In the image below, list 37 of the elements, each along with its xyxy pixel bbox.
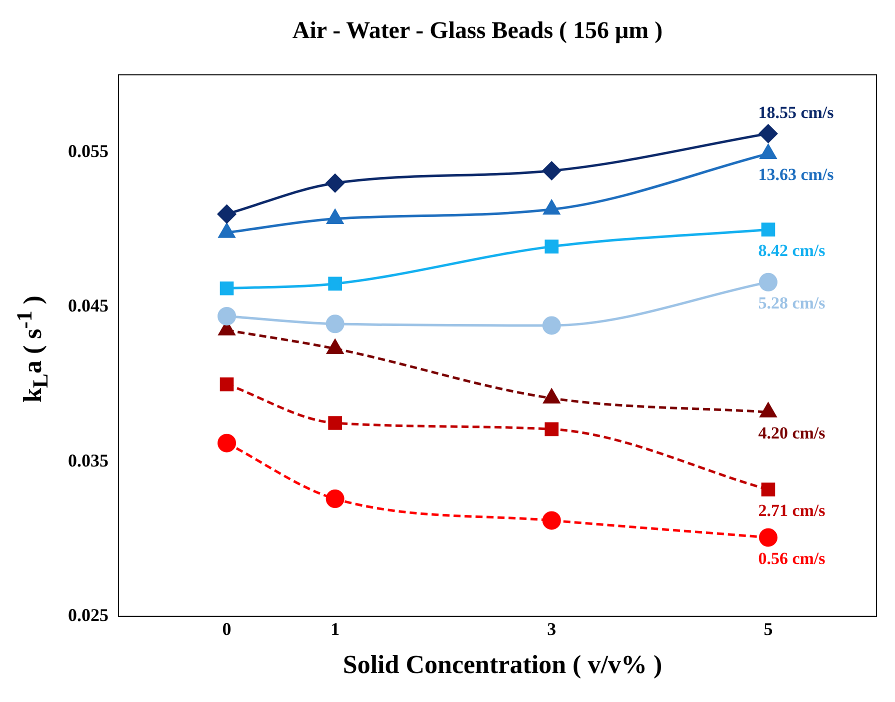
series-label: 2.71 cm/s xyxy=(758,500,826,520)
point xyxy=(544,240,559,254)
point xyxy=(326,490,344,508)
series-label: 8.42 cm/s xyxy=(758,240,826,260)
series-label: 18.55 cm/s xyxy=(758,102,834,122)
point xyxy=(542,511,561,530)
series-label: 4.20 cm/s xyxy=(758,424,826,443)
point xyxy=(758,272,778,292)
point xyxy=(220,281,234,296)
series-label: 0.56 cm/s xyxy=(758,548,826,568)
y-tick-label: 0.035 xyxy=(68,450,108,470)
chart-title: Air - Water - Glass Beads ( 156 μm ) xyxy=(291,17,664,46)
x-tick-label: 5 xyxy=(764,618,773,639)
point xyxy=(328,416,342,430)
point xyxy=(220,377,234,392)
x-tick-label: 0 xyxy=(222,618,232,639)
y-tick-label: 0.045 xyxy=(68,296,108,316)
point xyxy=(761,482,776,496)
point xyxy=(218,204,236,224)
point xyxy=(326,314,344,334)
point xyxy=(761,222,776,236)
series-label: 13.63 cm/s xyxy=(758,165,834,184)
series-label: 5.28 cm/s xyxy=(758,294,826,313)
x-tick-label: 1 xyxy=(330,618,340,639)
y-tick-label: 0.055 xyxy=(68,140,108,161)
point xyxy=(542,316,561,335)
point xyxy=(328,276,342,291)
point xyxy=(542,161,561,180)
y-tick-label: 0.025 xyxy=(68,605,108,626)
point xyxy=(758,124,778,143)
point xyxy=(544,422,559,436)
point xyxy=(758,528,778,547)
point xyxy=(326,174,344,192)
x-axis-title: Solid Concentration ( v/v% ) xyxy=(342,650,664,680)
point xyxy=(218,434,236,452)
point xyxy=(218,306,236,326)
x-tick-label: 3 xyxy=(547,618,556,639)
